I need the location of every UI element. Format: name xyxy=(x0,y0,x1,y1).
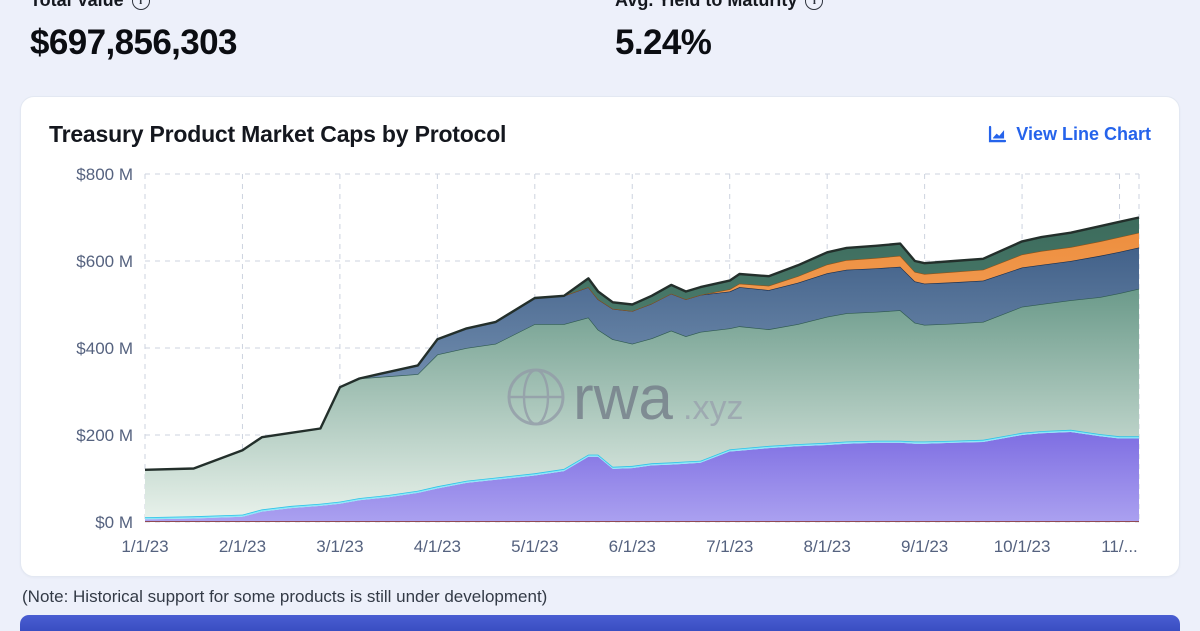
svg-text:9/1/23: 9/1/23 xyxy=(901,537,948,556)
svg-text:rwa: rwa xyxy=(573,364,673,433)
svg-text:3/1/23: 3/1/23 xyxy=(316,537,363,556)
stacked-area-chart[interactable]: rwa .xyz $0 M $200 M $400 M $600 M $800 M 1/1/2… xyxy=(49,154,1153,568)
svg-text:$200 M: $200 M xyxy=(76,426,133,445)
chart-note: (Note: Historical support for some produ… xyxy=(22,587,548,606)
line-chart-icon xyxy=(989,125,1007,143)
total-value-stat: Total Value i $697,856,303 xyxy=(30,0,615,96)
svg-text:6/1/23: 6/1/23 xyxy=(609,537,656,556)
svg-text:7/1/23: 7/1/23 xyxy=(706,537,753,556)
total-value-label: Total Value i xyxy=(30,0,615,11)
svg-text:4/1/23: 4/1/23 xyxy=(414,537,461,556)
total-value: $697,856,303 xyxy=(30,22,238,62)
svg-text:1/1/23: 1/1/23 xyxy=(121,537,168,556)
svg-text:10/1/23: 10/1/23 xyxy=(994,537,1051,556)
total-value-label-text: Total Value xyxy=(30,0,124,10)
view-line-chart-button[interactable]: View Line Chart xyxy=(987,124,1151,145)
svg-text:5/1/23: 5/1/23 xyxy=(511,537,558,556)
info-icon[interactable]: i xyxy=(805,0,824,10)
avg-yield-label-text: Avg. Yield to Maturity xyxy=(615,0,798,10)
svg-text:8/1/23: 8/1/23 xyxy=(804,537,851,556)
svg-text:.xyz: .xyz xyxy=(683,389,743,427)
card-header: Treasury Product Market Caps by Protocol… xyxy=(49,121,1151,148)
next-section-strip xyxy=(20,615,1180,631)
svg-text:$400 M: $400 M xyxy=(76,339,133,358)
svg-text:11/...: 11/... xyxy=(1101,537,1138,556)
stats-header: Total Value i $697,856,303 Avg. Yield to… xyxy=(0,0,1200,96)
avg-yield-label: Avg. Yield to Maturity i xyxy=(615,0,824,11)
svg-text:$0 M: $0 M xyxy=(95,513,133,532)
chart-card: Treasury Product Market Caps by Protocol… xyxy=(20,96,1180,577)
svg-text:$800 M: $800 M xyxy=(76,165,133,184)
avg-yield-value: 5.24% xyxy=(615,22,712,62)
info-icon[interactable]: i xyxy=(131,0,150,10)
card-title: Treasury Product Market Caps by Protocol xyxy=(49,121,507,147)
svg-text:2/1/23: 2/1/23 xyxy=(219,537,266,556)
view-line-chart-label: View Line Chart xyxy=(1016,124,1151,144)
svg-text:$600 M: $600 M xyxy=(76,252,133,271)
avg-yield-stat: Avg. Yield to Maturity i 5.24% xyxy=(615,0,824,96)
